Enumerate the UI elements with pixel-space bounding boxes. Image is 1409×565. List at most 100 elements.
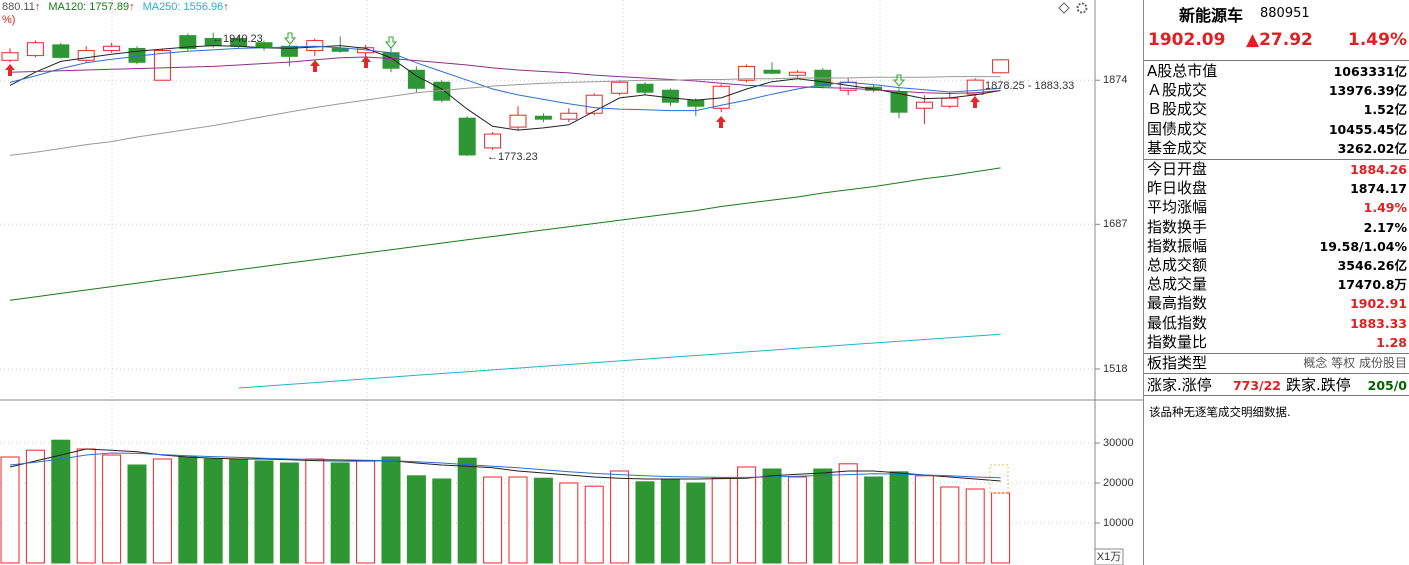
panel-title: 新能源车 bbox=[1179, 6, 1244, 25]
row-value: 1902.91 bbox=[1350, 296, 1407, 312]
row-label: Ｂ股成交 bbox=[1147, 100, 1208, 119]
moving-average bbox=[9, 76, 1001, 156]
y-tick-label: 1518 bbox=[1103, 363, 1127, 375]
candle-body bbox=[1, 52, 19, 61]
candle-body bbox=[890, 91, 908, 113]
buy-signal bbox=[970, 96, 980, 108]
candle-body bbox=[484, 133, 502, 149]
volume-bar bbox=[889, 471, 909, 564]
candle-body bbox=[280, 45, 298, 57]
candle-body bbox=[560, 112, 578, 120]
buy-signal bbox=[5, 64, 15, 76]
volume-bar bbox=[711, 477, 731, 564]
sell-signal bbox=[892, 74, 906, 87]
row-label: 指数振幅 bbox=[1147, 236, 1208, 255]
volume-projection bbox=[989, 464, 1009, 494]
legend-text: MA250: 1556.96 bbox=[143, 1, 224, 13]
volume-bar bbox=[508, 476, 528, 564]
candle-body bbox=[331, 47, 349, 52]
row-label: Ａ股成交 bbox=[1147, 81, 1208, 100]
annotation: 1878.25 - 1883.33 bbox=[985, 80, 1074, 92]
volume-bar bbox=[330, 462, 350, 564]
legend-arrow: ↑ bbox=[129, 1, 135, 13]
volume-bar bbox=[356, 460, 376, 564]
buy-signal bbox=[310, 60, 320, 72]
candle-body bbox=[77, 50, 95, 61]
volume-bar bbox=[584, 485, 604, 564]
volume-bar bbox=[838, 463, 858, 564]
row-value: 1.49% bbox=[1363, 200, 1407, 216]
divider bbox=[1144, 353, 1409, 354]
volume-bar bbox=[406, 475, 426, 564]
legend-arrow: ↑ bbox=[35, 1, 41, 13]
volume-bar bbox=[610, 470, 630, 564]
y-tick-label: 10000 bbox=[1103, 517, 1134, 529]
icon-diamond[interactable] bbox=[1058, 2, 1070, 14]
volume-bar bbox=[864, 476, 884, 564]
volume-bar bbox=[660, 479, 680, 564]
candle-body bbox=[687, 99, 705, 107]
volume-bar bbox=[737, 466, 757, 564]
row-value: 概念 等权 成份股目 bbox=[1303, 356, 1407, 370]
row-label: 跌家.跌停 bbox=[1286, 375, 1351, 394]
divider bbox=[1144, 159, 1409, 160]
row-value: 773/22 bbox=[1232, 377, 1281, 393]
candle-body bbox=[661, 89, 679, 103]
candle-body bbox=[585, 94, 603, 114]
row-label: A股总市值 bbox=[1147, 62, 1218, 80]
moving-average bbox=[238, 333, 1001, 389]
row-value: 1883.33 bbox=[1350, 315, 1407, 331]
row-value: 1.28 bbox=[1376, 334, 1407, 350]
row-label: 指数换手 bbox=[1147, 217, 1208, 236]
row-value: 13976.39亿 bbox=[1328, 83, 1407, 99]
divider bbox=[1144, 395, 1409, 396]
row-value: 1.52亿 bbox=[1363, 102, 1407, 118]
row-label: 最高指数 bbox=[1147, 294, 1208, 313]
candle-body bbox=[153, 50, 171, 81]
sell-signal bbox=[283, 32, 297, 45]
volume-bar bbox=[229, 458, 249, 564]
row-label: 涨家.涨停 bbox=[1147, 375, 1212, 394]
candle-body bbox=[179, 35, 197, 49]
moving-average bbox=[9, 167, 1001, 301]
volume-bar bbox=[76, 448, 96, 564]
volume-average bbox=[9, 452, 1001, 479]
volume-bar bbox=[940, 486, 960, 564]
sell-signal bbox=[384, 36, 398, 49]
volume-bar bbox=[991, 492, 1011, 564]
volume-bar bbox=[381, 456, 401, 564]
row-label: 昨日收盘 bbox=[1147, 179, 1208, 198]
row-value: 3262.02亿 bbox=[1337, 140, 1407, 156]
row-value: 17470.8万 bbox=[1337, 277, 1407, 293]
message: 该品种无逐笔成交明细数据. bbox=[1149, 405, 1291, 419]
y-tick-label: 1874 bbox=[1103, 74, 1127, 86]
row-value: 3546.26亿 bbox=[1337, 258, 1407, 273]
volume-bar bbox=[102, 454, 122, 564]
row-label: 指数量比 bbox=[1147, 332, 1208, 351]
volume-bar bbox=[813, 468, 833, 564]
volume-bar bbox=[914, 475, 934, 564]
y-tick-label: 30000 bbox=[1103, 437, 1134, 449]
row-label: 总成交量 bbox=[1147, 275, 1208, 294]
quote-panel: 新能源车 880951 1902.09 ▲27.92 1.49% A股总市值 1063331… bbox=[1143, 0, 1409, 565]
icon-settings[interactable] bbox=[1076, 2, 1088, 14]
candle-body bbox=[788, 71, 806, 76]
row-label: 基金成交 bbox=[1147, 138, 1208, 157]
candle-body bbox=[763, 69, 781, 74]
legend-text: 880.11 bbox=[2, 1, 35, 13]
candle-body bbox=[738, 65, 756, 81]
row-label: 平均涨幅 bbox=[1147, 198, 1208, 217]
row-value: 205/0 bbox=[1367, 377, 1407, 393]
buy-signal bbox=[361, 56, 371, 68]
volume-bar bbox=[0, 456, 20, 564]
volume-bar bbox=[203, 458, 223, 564]
volume-bar bbox=[533, 477, 553, 564]
signals bbox=[5, 32, 980, 128]
candle-body bbox=[103, 45, 121, 52]
candle-body bbox=[712, 85, 730, 109]
row-value: 10455.45亿 bbox=[1328, 121, 1407, 137]
volume-average bbox=[9, 448, 1001, 482]
volume-bar bbox=[635, 481, 655, 564]
candle-body bbox=[636, 83, 654, 93]
